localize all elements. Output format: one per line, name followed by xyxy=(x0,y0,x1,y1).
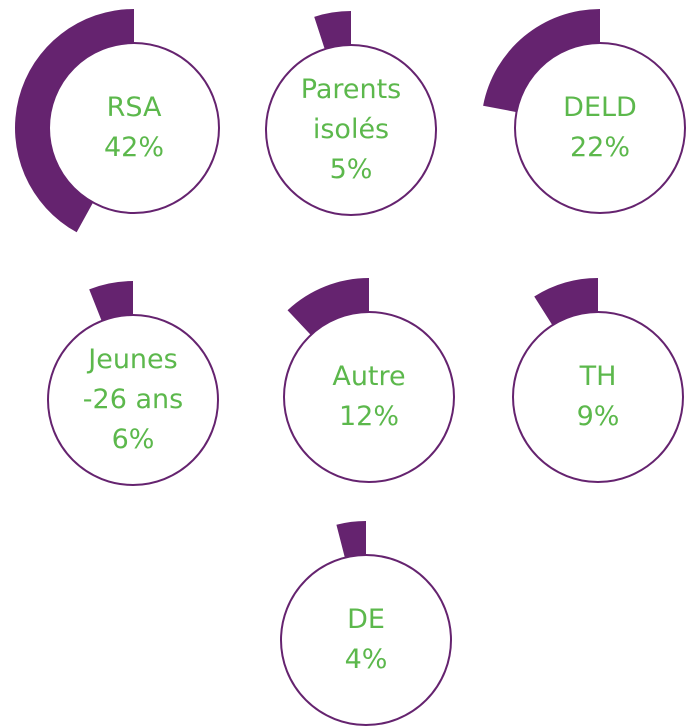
gauge-circle xyxy=(280,554,452,726)
gauge-label: Jeunes -26 ans 6% xyxy=(68,340,198,460)
gauge-label: DELD 22% xyxy=(535,88,665,168)
value-label: 6% xyxy=(111,424,155,455)
gauge-arc xyxy=(89,281,133,321)
gauge-label: Parents isolés 5% xyxy=(286,70,416,190)
category-label: Parents isolés xyxy=(300,74,402,145)
gauge-label: TH 9% xyxy=(533,357,663,437)
category-label: Jeunes -26 ans xyxy=(82,344,184,415)
gauge-circle xyxy=(514,42,686,214)
category-label: DE xyxy=(347,604,385,635)
value-label: 5% xyxy=(329,154,373,185)
category-label: Autre xyxy=(332,361,406,392)
category-label: RSA xyxy=(106,92,162,123)
gauge-label: DE 4% xyxy=(301,600,431,680)
gauge-circle xyxy=(48,42,220,214)
category-label: DELD xyxy=(563,92,637,123)
gauge-circle xyxy=(512,311,684,483)
value-label: 9% xyxy=(576,401,620,432)
value-label: 12% xyxy=(338,401,399,432)
category-label: TH xyxy=(579,361,617,392)
gauge-arc xyxy=(483,9,600,113)
gauge-circle xyxy=(265,44,437,216)
gauge-arc xyxy=(336,521,366,558)
gauge-label: RSA 42% xyxy=(69,88,199,168)
gauge-arc xyxy=(287,278,369,336)
gauge-arc xyxy=(314,11,351,50)
gauge-arc xyxy=(14,9,134,233)
gauge-label: Autre 12% xyxy=(304,357,434,437)
gauge-circle xyxy=(283,311,455,483)
value-label: 42% xyxy=(103,132,164,163)
value-label: 4% xyxy=(344,644,388,675)
gauge-circle xyxy=(47,314,219,486)
value-label: 22% xyxy=(569,132,630,163)
